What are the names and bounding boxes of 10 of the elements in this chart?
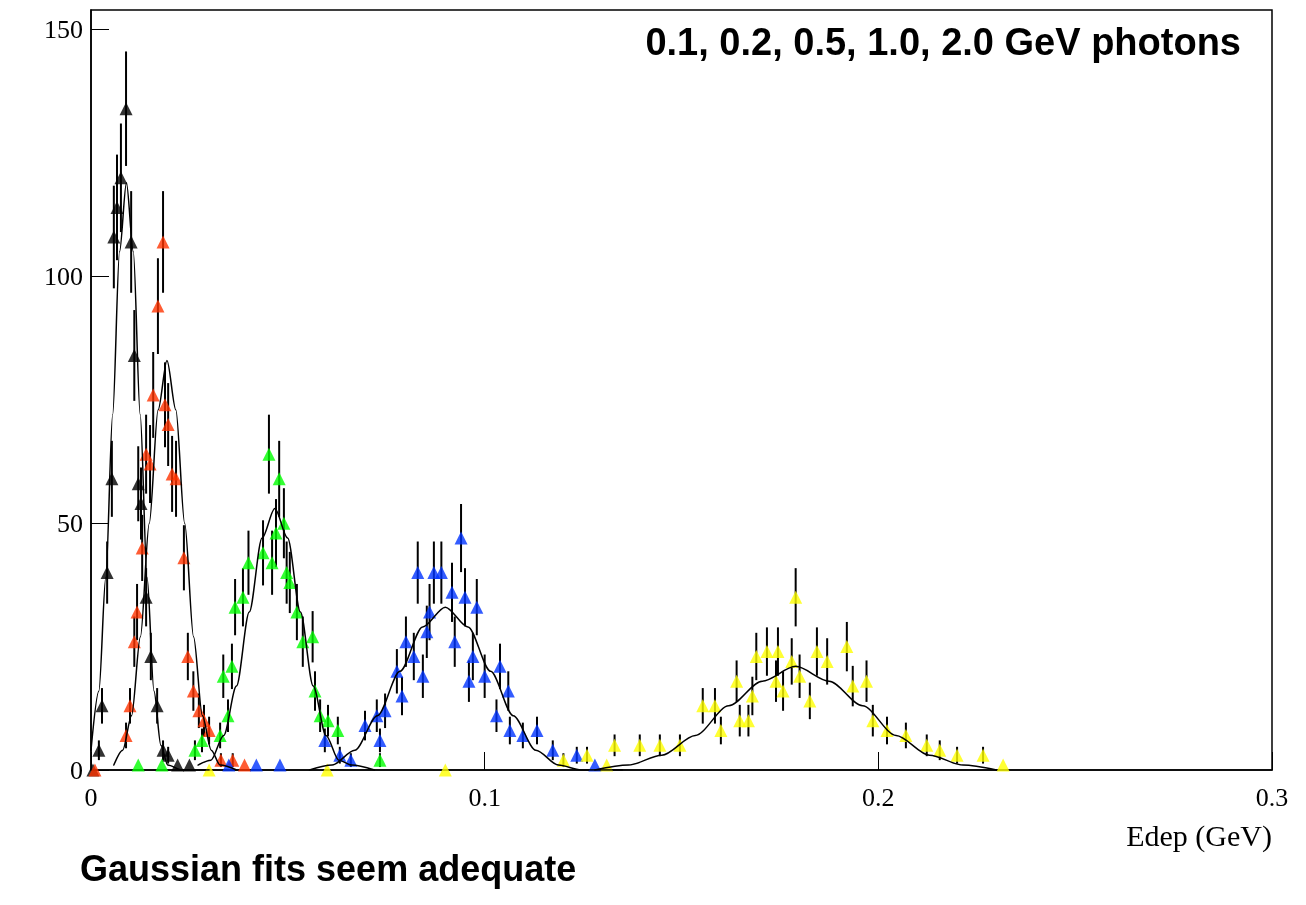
y-tick-label: 0 — [70, 755, 83, 785]
chart-title: 0.1, 0.2, 0.5, 1.0, 2.0 GeV photons — [645, 21, 1242, 63]
x-axis-title: Edep (GeV) — [1126, 818, 1272, 853]
text: Gaussian fits seem adequate — [80, 847, 577, 889]
x-tick-label: 0.2 — [862, 782, 895, 812]
x-tick-label: 0.3 — [1255, 782, 1289, 812]
x-tick-label: 0.1 — [468, 782, 501, 812]
y-tick-label: 100 — [44, 261, 83, 291]
y-tick-label: 150 — [44, 15, 83, 45]
y-tick-label: 50 — [57, 508, 83, 538]
